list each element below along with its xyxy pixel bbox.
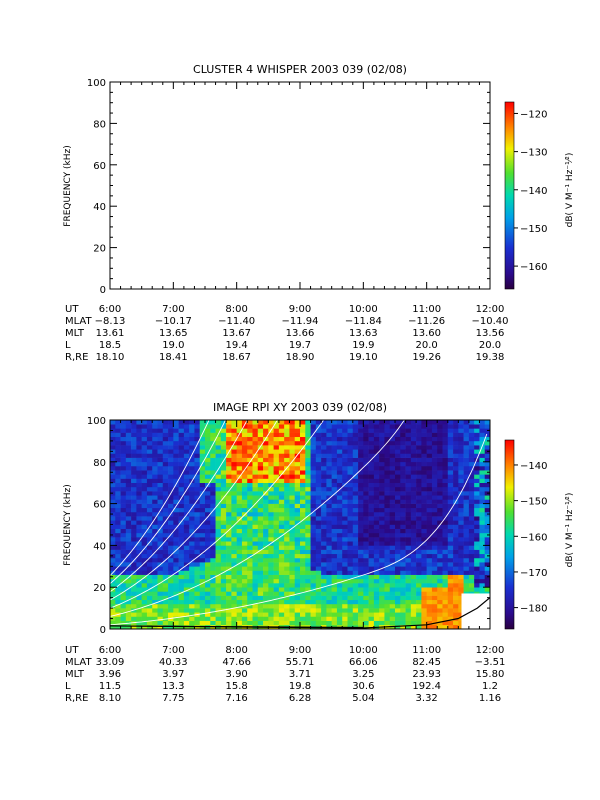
panel1-title: CLUSTER 4 WHISPER 2003 039 (02/08)	[193, 63, 407, 76]
panel-cluster-whisper: CLUSTER 4 WHISPER 2003 039 (02/08) 02040…	[63, 63, 575, 363]
